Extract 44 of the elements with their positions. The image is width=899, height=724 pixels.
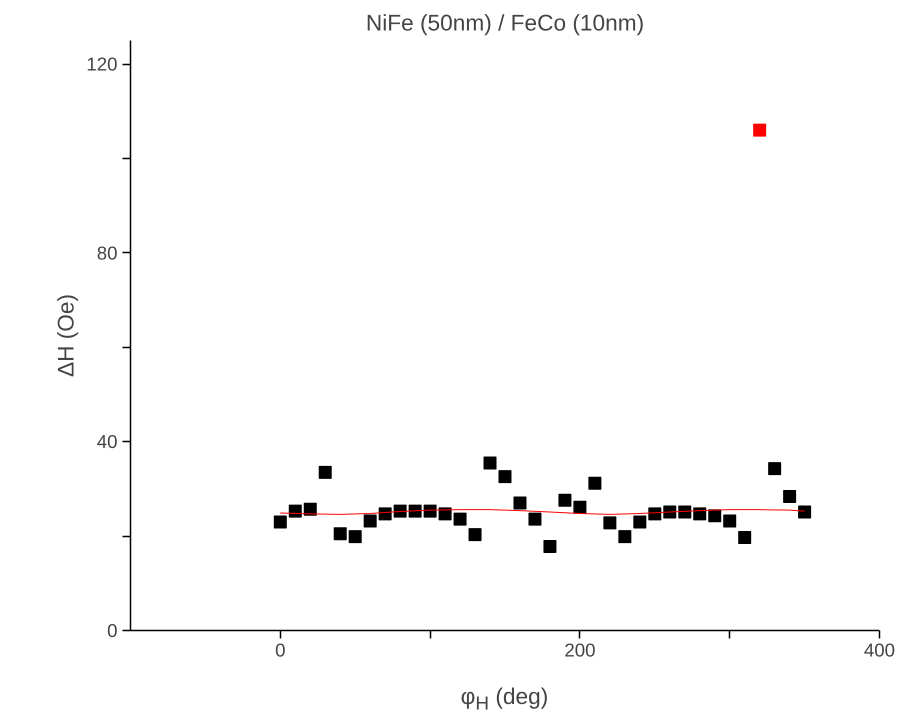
chart-title: NiFe (50nm) / FeCo (10nm) [366,10,644,36]
point [723,514,736,528]
point [693,507,706,520]
x-tick-label: 200 [564,640,596,660]
y-tick-label: 0 [107,620,118,641]
point [663,506,676,519]
point [573,500,586,514]
x-axis-title: φ$_{H}$ (deg) [460,682,548,717]
point [708,509,722,522]
point [348,530,362,544]
point [408,504,422,518]
point [588,476,602,490]
point [633,515,646,528]
point [424,504,437,518]
point [768,462,782,476]
y-tick-label: 80 [96,242,118,264]
x-tick-label: 400 [864,640,896,660]
point [394,504,407,518]
point [618,530,632,544]
point [678,506,692,519]
point [543,540,556,553]
point [454,512,467,526]
y-tick-label: 40 [96,431,118,452]
point [648,507,662,520]
point [738,531,752,544]
point [798,506,812,519]
point [274,515,287,528]
point [603,516,616,530]
point [513,496,526,510]
point [753,124,766,137]
y-tick-label: 120 [86,54,118,75]
point [558,494,572,507]
point [438,507,452,520]
point [334,527,347,540]
point [484,456,497,470]
point [378,507,392,520]
point [498,470,512,484]
x-tick-label: 0 [275,640,286,660]
y-axis-title: ΔH (Oe) [52,294,78,378]
point [318,466,332,479]
point [783,490,796,503]
point [468,528,482,542]
point [364,514,377,528]
point [528,512,542,526]
